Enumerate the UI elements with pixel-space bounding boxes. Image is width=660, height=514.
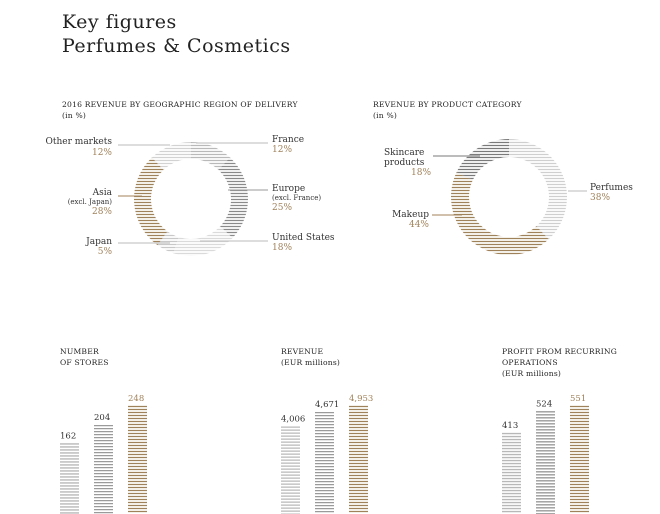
geo-chart-title: 2016 REVENUE BY GEOGRAPHIC REGION OF DEL… <box>62 99 298 121</box>
stores-bar-label-2: 248 <box>128 394 144 404</box>
stores-bar-label-1: 204 <box>94 413 110 423</box>
geo-label-europe-name: Europe <box>272 184 306 194</box>
geo-label-europe: Europe (excl. France) 25% <box>272 184 362 214</box>
geo-label-us: United States 18% <box>272 233 372 254</box>
stores-bar-0 <box>60 443 79 514</box>
product-chart-title-line1: REVENUE BY PRODUCT CATEGORY <box>373 100 522 109</box>
profit-bar-2 <box>570 405 589 513</box>
geo-label-france-pct: 12% <box>272 145 293 155</box>
profit-chart-title: PROFIT FROM RECURRING OPERATIONS (EUR mi… <box>502 346 617 379</box>
prod-label-makeup: Makeup 44% <box>370 210 429 231</box>
profit-bar-0 <box>502 432 521 513</box>
geo-label-europe-pct: 25% <box>272 203 293 213</box>
geo-label-japan-name: Japan <box>86 237 112 247</box>
revenue-bar-1 <box>315 411 334 513</box>
page-title-line1: Key figures <box>62 11 177 33</box>
revenue-bar-0 <box>281 426 300 514</box>
geo-label-france: France 12% <box>272 135 362 156</box>
stores-chart-title: NUMBER OF STORES <box>60 346 109 368</box>
stores-bar-2 <box>128 405 147 513</box>
profit-chart-title-line2: OPERATIONS <box>502 358 558 367</box>
prod-label-skincare-name: Skincare products <box>384 148 425 168</box>
profit-chart-title-line3: (EUR millions) <box>502 369 562 378</box>
profit-bar-label-1: 524 <box>536 399 552 409</box>
profit-bar-1 <box>536 411 555 514</box>
geo-label-japan-pct: 5% <box>97 247 112 257</box>
revenue-bar-label-0: 4,006 <box>281 415 305 425</box>
stores-bar-label-0: 162 <box>60 431 76 441</box>
geo-label-asia: Asia (excl. Japan) 28% <box>30 188 112 218</box>
prod-label-makeup-name: Makeup <box>392 210 429 220</box>
revenue-bar-label-1: 4,671 <box>315 400 339 410</box>
prod-label-perfumes-name: Perfumes <box>590 183 633 193</box>
geo-label-us-pct: 18% <box>272 243 293 253</box>
geo-label-other: Other markets 12% <box>30 137 113 159</box>
geo-label-us-name: United States <box>272 233 335 243</box>
prod-label-skincare: Skincare products 18% <box>384 148 464 179</box>
product-chart-title-line2: (in %) <box>373 111 398 120</box>
geo-label-asia-pct: 28% <box>91 207 112 217</box>
geo-label-france-name: France <box>272 135 305 145</box>
prod-label-perfumes-pct: 38% <box>590 193 611 203</box>
geo-chart-title-line2: (in %) <box>62 111 87 120</box>
stores-chart-title-line1: NUMBER <box>60 347 99 356</box>
prod-label-skincare-pct: 18% <box>411 168 432 178</box>
geo-label-europe-sub: (excl. France) <box>272 194 322 202</box>
geo-label-other-pct: 12% <box>91 148 112 158</box>
prod-label-makeup-pct: 44% <box>408 220 429 230</box>
geo-label-asia-name: Asia <box>92 188 112 198</box>
revenue-bar-2 <box>349 405 368 513</box>
geo-label-asia-sub: (excl. Japan) <box>67 198 112 206</box>
profit-bar-label-2: 551 <box>570 394 586 404</box>
page-title-line2: Perfumes & Cosmetics <box>62 35 291 57</box>
stores-bar-1 <box>94 425 113 514</box>
geo-label-japan: Japan 5% <box>30 237 112 258</box>
stores-chart-title-line2: OF STORES <box>60 358 109 367</box>
prod-label-perfumes: Perfumes 38% <box>590 183 660 204</box>
revenue-bar-label-2: 4,953 <box>349 394 373 404</box>
page-title: Key figures Perfumes & Cosmetics <box>62 10 291 58</box>
geo-chart-title-line1: 2016 REVENUE BY GEOGRAPHIC REGION OF DEL… <box>62 100 298 109</box>
revenue-chart-title-line1: REVENUE <box>281 347 324 356</box>
revenue-chart-title-line2: (EUR millions) <box>281 358 341 367</box>
revenue-chart-title: REVENUE (EUR millions) <box>281 346 340 368</box>
profit-chart-title-line1: PROFIT FROM RECURRING <box>502 347 618 356</box>
product-chart-title: REVENUE BY PRODUCT CATEGORY (in %) <box>373 99 522 121</box>
geo-label-other-name: Other markets <box>45 137 113 147</box>
profit-bar-label-0: 413 <box>502 421 518 431</box>
